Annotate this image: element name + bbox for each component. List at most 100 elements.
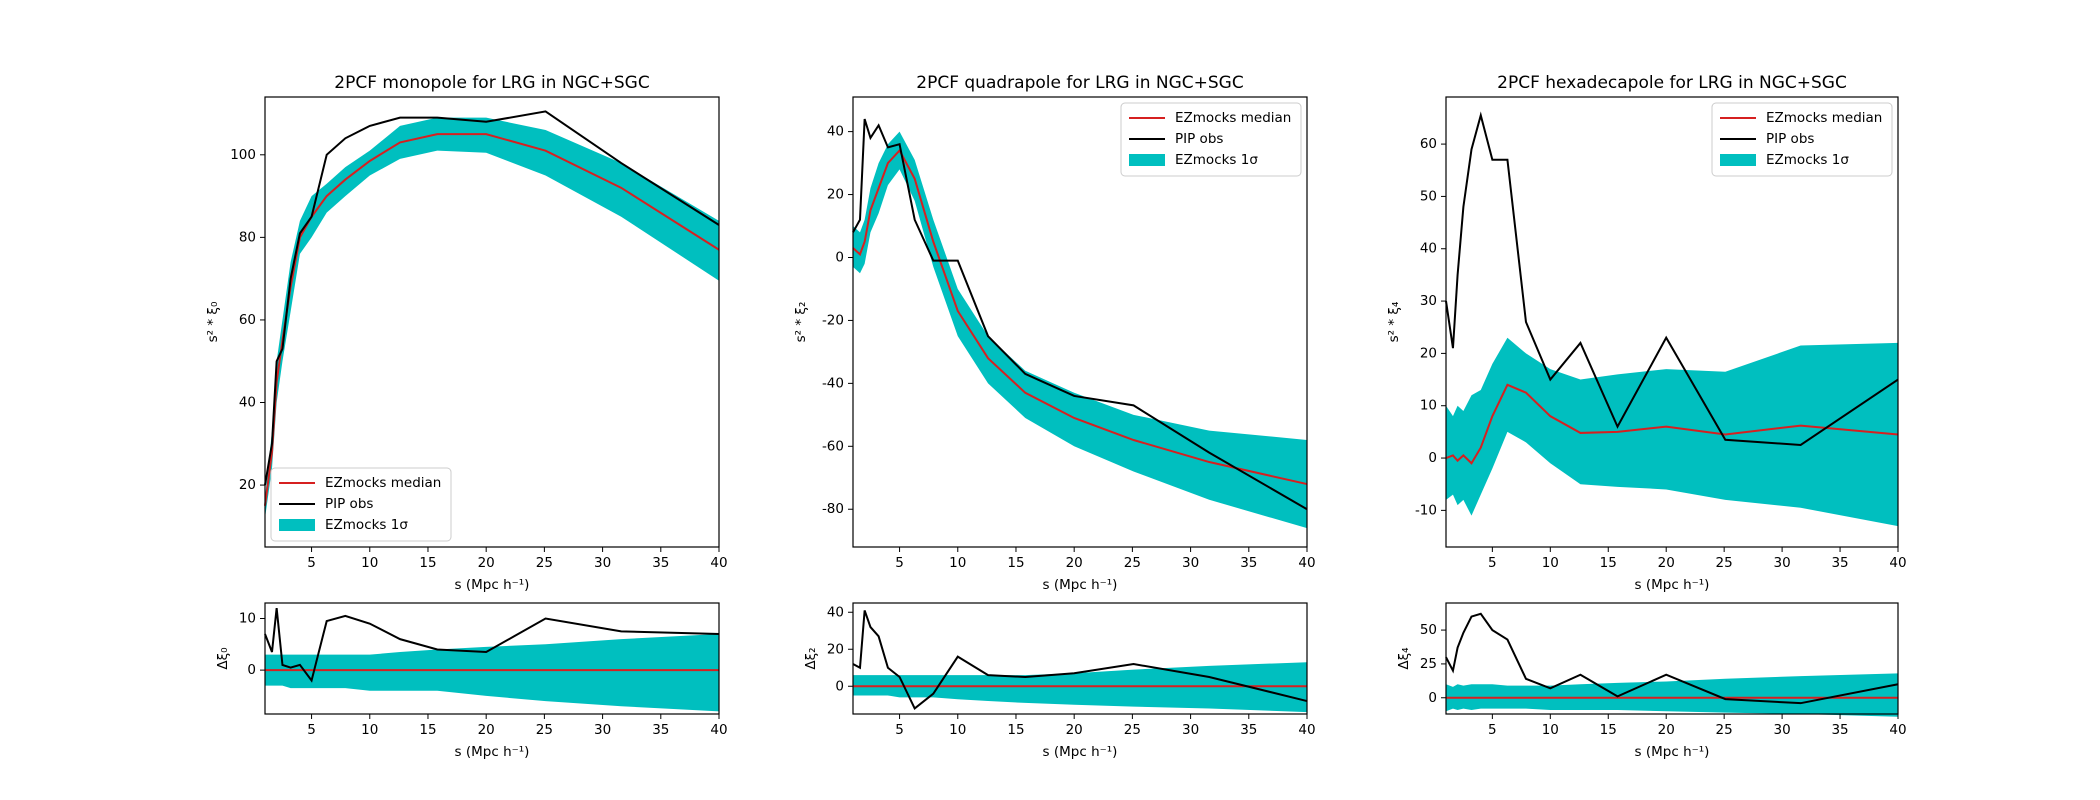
x-tick-label: 10 bbox=[361, 722, 378, 738]
x-tick-label: 40 bbox=[1298, 555, 1315, 571]
y-tick-label: 50 bbox=[1420, 188, 1437, 204]
y-axis-label: s² * ξ₀ bbox=[205, 302, 221, 343]
x-tick-label: 10 bbox=[949, 555, 966, 571]
y-tick-label: -40 bbox=[822, 375, 844, 391]
x-tick-label: 15 bbox=[1600, 555, 1617, 571]
x-tick-label: 35 bbox=[652, 722, 669, 738]
y-tick-label: 60 bbox=[1420, 136, 1437, 152]
x-axis-label: s (Mpc h⁻¹) bbox=[455, 577, 530, 593]
x-tick-label: 35 bbox=[1831, 722, 1848, 738]
legend-label: PIP obs bbox=[1175, 131, 1223, 147]
legend-label: EZmocks median bbox=[325, 475, 441, 491]
x-tick-label: 5 bbox=[307, 555, 316, 571]
x-tick-label: 10 bbox=[1542, 555, 1559, 571]
x-tick-label: 20 bbox=[1658, 722, 1675, 738]
line bbox=[264, 608, 720, 683]
legend-box bbox=[1711, 102, 1893, 177]
line bbox=[852, 148, 1308, 486]
y-tick-label: 20 bbox=[1420, 345, 1437, 361]
x-tick-label: 25 bbox=[536, 555, 553, 571]
x-tick-label: 40 bbox=[1889, 555, 1906, 571]
x-tick-label: 20 bbox=[478, 555, 495, 571]
plot-frame bbox=[1445, 602, 1899, 715]
x-tick-label: 35 bbox=[1240, 722, 1257, 738]
line bbox=[852, 118, 1308, 511]
legend-box bbox=[270, 467, 452, 542]
x-tick-label: 10 bbox=[949, 722, 966, 738]
line bbox=[1445, 111, 1899, 446]
x-tick-label: 15 bbox=[419, 555, 436, 571]
plot-frame bbox=[852, 96, 1308, 548]
y-tick-label: 50 bbox=[1420, 622, 1437, 638]
y-tick-label: 40 bbox=[239, 395, 256, 411]
x-tick-label: 10 bbox=[361, 555, 378, 571]
x-tick-label: 30 bbox=[1774, 555, 1791, 571]
x-axis-label: s (Mpc h⁻¹) bbox=[1635, 577, 1710, 593]
band bbox=[265, 633, 719, 712]
y-axis-label: s² * ξ₂ bbox=[793, 302, 809, 343]
legend-label: EZmocks 1σ bbox=[1766, 152, 1849, 168]
x-tick-label: 25 bbox=[1124, 555, 1141, 571]
x-tick-label: 20 bbox=[1066, 722, 1083, 738]
y-tick-label: 20 bbox=[239, 477, 256, 493]
y-tick-label: 10 bbox=[1420, 398, 1437, 414]
x-tick-label: 5 bbox=[307, 722, 316, 738]
y-tick-label: 0 bbox=[247, 662, 256, 678]
x-tick-label: 15 bbox=[1007, 555, 1024, 571]
legend-swatch bbox=[1129, 154, 1165, 166]
x-tick-label: 30 bbox=[594, 722, 611, 738]
plot-frame bbox=[264, 602, 720, 715]
y-tick-label: 0 bbox=[835, 249, 844, 265]
band bbox=[853, 131, 1307, 529]
line bbox=[264, 133, 720, 506]
legend-swatch bbox=[279, 519, 315, 531]
chart-title: 2PCF quadrapole for LRG in NGC+SGC bbox=[916, 73, 1243, 93]
legend-box bbox=[1120, 102, 1302, 177]
y-tick-label: 40 bbox=[1420, 241, 1437, 257]
plot-frame bbox=[264, 96, 720, 548]
x-tick-label: 20 bbox=[1658, 555, 1675, 571]
x-tick-label: 40 bbox=[710, 722, 727, 738]
band bbox=[1446, 337, 1898, 527]
x-tick-label: 40 bbox=[1889, 722, 1906, 738]
x-tick-label: 30 bbox=[1182, 722, 1199, 738]
x-tick-label: 10 bbox=[1542, 722, 1559, 738]
y-tick-label: 30 bbox=[1420, 293, 1437, 309]
y-axis-label: Δξ₂ bbox=[803, 647, 819, 669]
y-tick-label: 25 bbox=[1420, 656, 1437, 672]
x-tick-label: 30 bbox=[1774, 722, 1791, 738]
legend-label: EZmocks median bbox=[1766, 110, 1882, 126]
band bbox=[265, 117, 719, 519]
y-axis-label: Δξ₀ bbox=[215, 647, 231, 669]
x-tick-label: 20 bbox=[1066, 555, 1083, 571]
x-tick-label: 5 bbox=[1488, 555, 1497, 571]
chart-title: 2PCF monopole for LRG in NGC+SGC bbox=[334, 73, 649, 93]
legend-label: EZmocks 1σ bbox=[325, 517, 408, 533]
x-tick-label: 25 bbox=[1124, 722, 1141, 738]
x-tick-label: 15 bbox=[419, 722, 436, 738]
x-tick-label: 5 bbox=[1488, 722, 1497, 738]
line bbox=[852, 610, 1308, 711]
y-tick-label: 20 bbox=[827, 641, 844, 657]
x-tick-label: 20 bbox=[478, 722, 495, 738]
x-tick-label: 15 bbox=[1007, 722, 1024, 738]
y-tick-label: -10 bbox=[1415, 502, 1437, 518]
x-tick-label: 5 bbox=[895, 722, 904, 738]
x-tick-label: 30 bbox=[1182, 555, 1199, 571]
line bbox=[1445, 612, 1899, 705]
x-tick-label: 40 bbox=[1298, 722, 1315, 738]
x-tick-label: 25 bbox=[1716, 722, 1733, 738]
y-axis-label: s² * ξ₄ bbox=[1386, 302, 1402, 343]
chart-title: 2PCF hexadecapole for LRG in NGC+SGC bbox=[1497, 73, 1847, 93]
plot-frame bbox=[852, 602, 1308, 715]
plot-frame bbox=[1445, 96, 1899, 548]
y-tick-label: 20 bbox=[827, 187, 844, 203]
band bbox=[1446, 673, 1898, 717]
y-tick-label: 80 bbox=[239, 229, 256, 245]
y-tick-label: -60 bbox=[822, 438, 844, 454]
x-axis-label: s (Mpc h⁻¹) bbox=[1043, 577, 1118, 593]
y-axis-label: Δξ₄ bbox=[1396, 647, 1412, 669]
legend-label: EZmocks 1σ bbox=[1175, 152, 1258, 168]
y-tick-label: 0 bbox=[835, 678, 844, 694]
x-tick-label: 35 bbox=[652, 555, 669, 571]
